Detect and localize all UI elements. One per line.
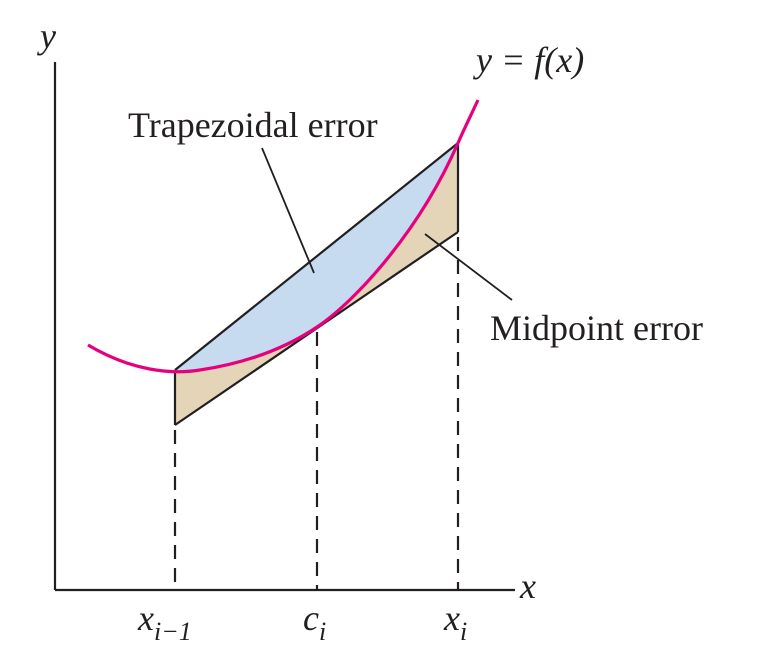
midpoint-leader bbox=[424, 233, 513, 301]
curve-f bbox=[87, 99, 480, 374]
midpoint-error-label: Midpoint error bbox=[490, 308, 703, 348]
dashed-guides bbox=[173, 237, 460, 590]
y-axis-label: y bbox=[37, 16, 56, 56]
trapezoidal-error-region bbox=[175, 143, 458, 372]
x-axis-label: x bbox=[519, 566, 536, 606]
trapezoidal-error-label: Trapezoidal error bbox=[128, 105, 378, 145]
curve-label: y = f(x) bbox=[473, 40, 584, 80]
trapezoid-chord bbox=[174, 142, 459, 371]
tick-x-i-minus-1: xi−1 bbox=[137, 598, 192, 646]
tick-c-i: ci bbox=[303, 598, 326, 646]
trapezoidal-leader bbox=[261, 147, 315, 274]
tick-x-i: xi bbox=[443, 598, 467, 646]
